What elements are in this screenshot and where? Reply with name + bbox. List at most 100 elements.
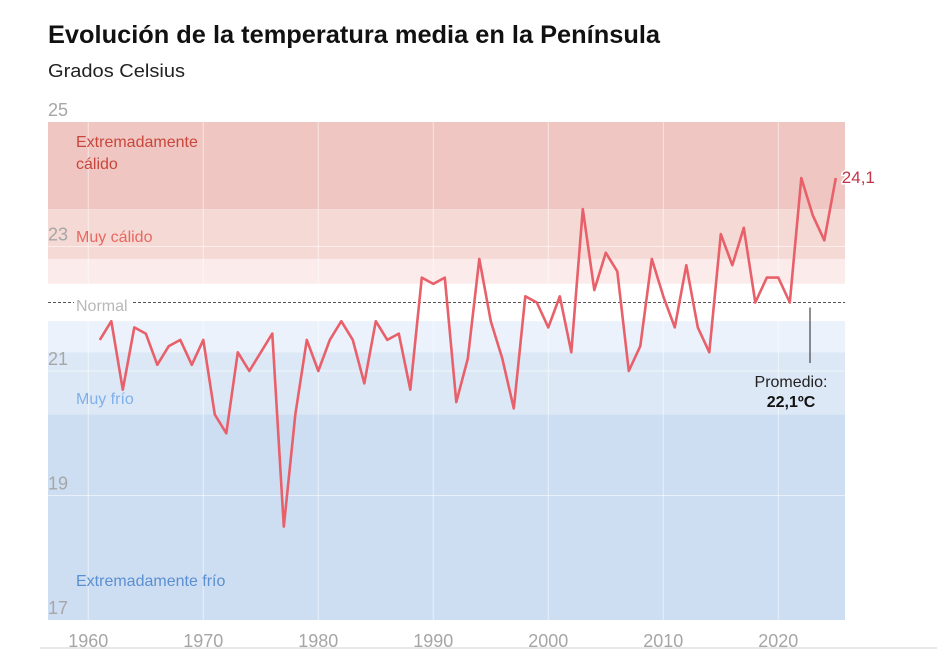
band-label: Muy cálido <box>76 229 153 246</box>
data-point-1980 <box>317 370 320 373</box>
data-point-1998 <box>524 295 527 298</box>
data-point-1968 <box>179 339 182 342</box>
data-point-1987 <box>397 332 400 335</box>
data-point-1992 <box>455 401 458 404</box>
x-tick-label: 1970 <box>183 631 223 651</box>
x-tick-label: 1980 <box>298 631 338 651</box>
data-point-2016 <box>731 264 734 267</box>
data-point-1990 <box>432 283 435 286</box>
data-point-2011 <box>673 326 676 329</box>
data-point-1970 <box>202 339 205 342</box>
band-label: Extremadamente cálido <box>76 134 198 173</box>
normal-label-bg <box>74 293 132 312</box>
data-point-1961 <box>98 339 101 342</box>
x-tick-label: 1990 <box>413 631 453 651</box>
x-tick-label: 2020 <box>758 631 798 651</box>
data-point-1991 <box>443 276 446 279</box>
average-layer: Normal Promedio: 22,1ºC <box>48 293 845 411</box>
data-point-1973 <box>236 351 239 354</box>
data-point-1978 <box>294 413 297 416</box>
data-point-1994 <box>478 258 481 261</box>
data-point-1979 <box>305 339 308 342</box>
data-point-1981 <box>328 339 331 342</box>
chart-title: Evolución de la temperatura media en la … <box>48 21 661 49</box>
data-point-2012 <box>685 264 688 267</box>
grid-layer <box>48 122 845 620</box>
average-value-label: 22,1ºC <box>767 394 816 411</box>
data-point-2002 <box>570 351 573 354</box>
series-layer: 24,1 <box>98 167 876 528</box>
band-label: Muy frío <box>76 391 134 408</box>
data-point-1999 <box>535 301 538 304</box>
data-point-1974 <box>248 370 251 373</box>
x-tick-label: 2010 <box>643 631 683 651</box>
data-point-2009 <box>650 258 653 261</box>
data-point-1962 <box>110 320 113 323</box>
data-point-1965 <box>144 332 147 335</box>
data-point-2008 <box>639 345 642 348</box>
data-point-1969 <box>190 363 193 366</box>
data-point-2021 <box>788 301 791 304</box>
data-point-2004 <box>593 289 596 292</box>
band-1 <box>48 209 845 259</box>
data-point-1976 <box>271 332 274 335</box>
data-point-2022 <box>800 177 803 180</box>
data-point-1966 <box>156 363 159 366</box>
x-axis: 1960 1970 1980 1990 2000 2010 2020 <box>68 631 798 651</box>
band-2 <box>48 258 845 284</box>
data-point-2018 <box>754 301 757 304</box>
band-6 <box>48 414 845 620</box>
data-point-1984 <box>363 382 366 385</box>
band-0 <box>48 122 845 210</box>
last-value-label: 24,1 <box>842 168 875 187</box>
data-point-2006 <box>616 270 619 273</box>
data-point-2014 <box>708 351 711 354</box>
data-point-2020 <box>777 276 780 279</box>
data-point-1986 <box>386 339 389 342</box>
data-point-1983 <box>351 339 354 342</box>
average-label: Promedio: <box>755 374 828 391</box>
y-tick-label: 23 <box>48 225 68 245</box>
data-point-1967 <box>167 345 170 348</box>
data-point-2017 <box>742 227 745 230</box>
data-point-1989 <box>420 276 423 279</box>
y-tick-label: 25 <box>48 100 68 120</box>
data-point-2015 <box>719 233 722 236</box>
y-tick-label: 17 <box>48 598 68 618</box>
data-point-2019 <box>765 276 768 279</box>
data-point-2005 <box>604 251 607 254</box>
band-label-line: Extremadamente <box>76 134 198 151</box>
data-point-2007 <box>627 370 630 373</box>
y-tick-label: 19 <box>48 474 68 494</box>
data-point-2025 <box>834 177 837 180</box>
data-point-2024 <box>823 239 826 242</box>
data-point-2023 <box>811 214 814 217</box>
data-point-1975 <box>259 351 262 354</box>
band-label-line: cálido <box>76 156 118 173</box>
data-point-2003 <box>581 208 584 211</box>
data-point-1993 <box>466 357 469 360</box>
band-label-normal: Normal <box>76 298 128 315</box>
data-point-1982 <box>340 320 343 323</box>
temperature-line <box>98 176 838 528</box>
data-point-1963 <box>121 388 124 391</box>
data-point-1972 <box>225 432 228 435</box>
data-point-2013 <box>696 326 699 329</box>
data-point-1988 <box>409 388 412 391</box>
y-tick-label: 21 <box>48 349 68 369</box>
band-labels: Extremadamente cálido Muy cálido Muy frío Ex… <box>76 134 226 590</box>
data-point-2000 <box>547 326 550 329</box>
data-point-2001 <box>558 295 561 298</box>
data-point-1995 <box>489 320 492 323</box>
x-tick-label: 1960 <box>68 631 108 651</box>
x-tick-label: 2000 <box>528 631 568 651</box>
data-point-1997 <box>512 407 515 410</box>
band-5 <box>48 352 845 415</box>
data-point-2010 <box>662 295 665 298</box>
data-point-1964 <box>133 326 136 329</box>
band-label: Extremadamente frío <box>76 573 226 590</box>
data-point-1971 <box>213 413 216 416</box>
data-point-1977 <box>282 525 285 528</box>
chart-subtitle: Grados Celsius <box>48 61 185 81</box>
